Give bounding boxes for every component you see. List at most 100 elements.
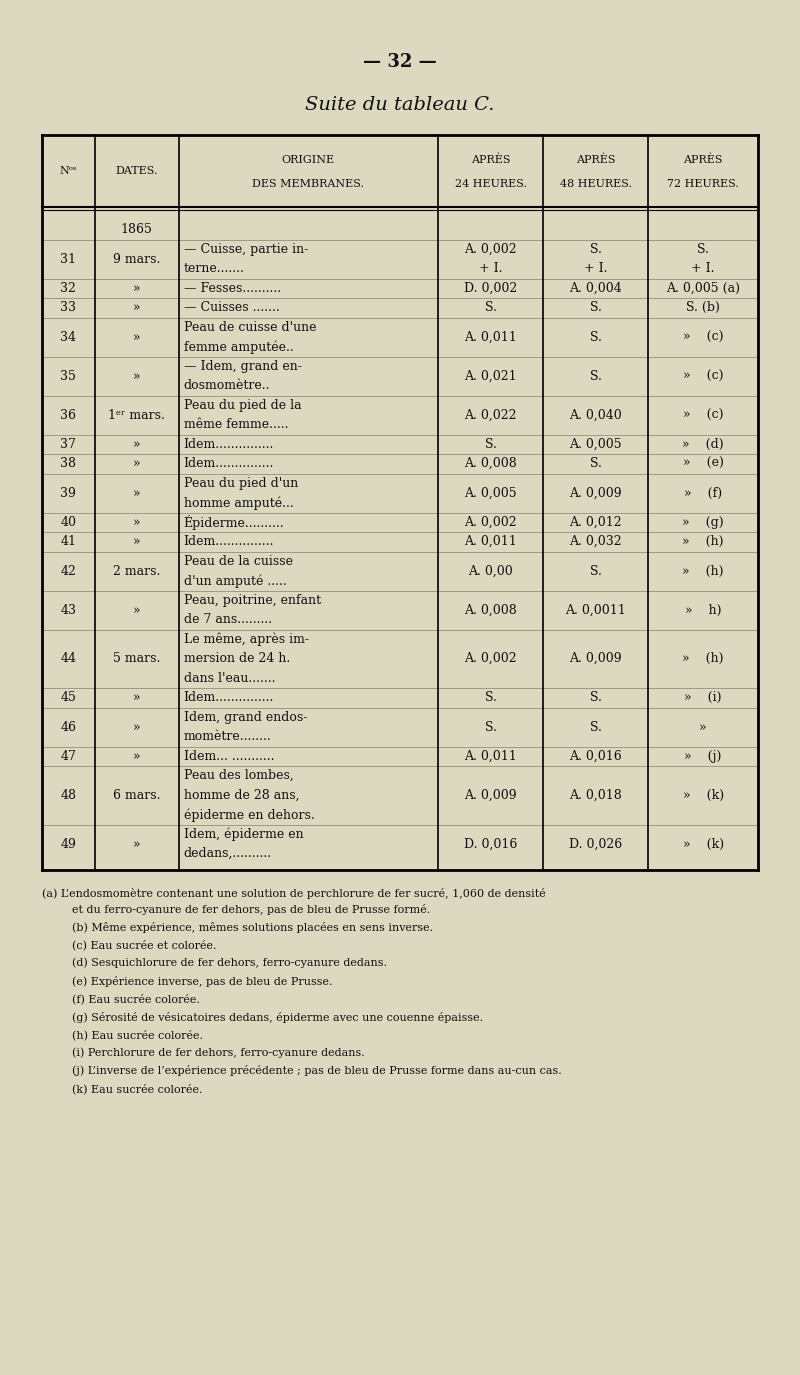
Text: S.: S.	[590, 565, 602, 578]
Text: »: »	[133, 437, 140, 451]
Text: »: »	[133, 837, 140, 851]
Text: »    (k): » (k)	[682, 837, 724, 851]
Text: A. 0,008: A. 0,008	[464, 604, 517, 616]
Text: 39: 39	[60, 487, 76, 499]
Text: homme de 28 ans,: homme de 28 ans,	[183, 789, 299, 802]
Text: A. 0,022: A. 0,022	[465, 408, 517, 422]
Text: 46: 46	[60, 720, 76, 733]
Text: (d) Sesquichlorure de fer dehors, ferro-cyanure dedans.: (d) Sesquichlorure de fer dehors, ferro-…	[72, 957, 387, 968]
Text: D. 0,002: D. 0,002	[464, 282, 518, 294]
Text: A. 0,0011: A. 0,0011	[566, 604, 626, 616]
Text: 32: 32	[60, 282, 76, 294]
Text: Peau de la cuisse: Peau de la cuisse	[183, 554, 293, 568]
Text: »: »	[133, 749, 140, 763]
Text: (e) Expérience inverse, pas de bleu de Prusse.: (e) Expérience inverse, pas de bleu de P…	[72, 975, 333, 986]
Text: + I.: + I.	[479, 263, 502, 275]
Text: d'un amputé .....: d'un amputé .....	[183, 573, 286, 587]
Text: A. 0,011: A. 0,011	[464, 749, 517, 763]
Text: S.: S.	[590, 458, 602, 470]
Text: (j) L’inverse de l’expérience précédente ; pas de bleu de Prusse forme dans au-c: (j) L’inverse de l’expérience précédente…	[72, 1066, 562, 1077]
Text: 1865: 1865	[121, 223, 153, 236]
Text: »: »	[133, 301, 140, 315]
Text: momètre........: momètre........	[183, 730, 271, 744]
Text: Nᵒˢ: Nᵒˢ	[59, 166, 77, 176]
Text: Peau des lombes,: Peau des lombes,	[183, 769, 294, 782]
Text: Peau du pied de la: Peau du pied de la	[183, 399, 301, 411]
Text: (k) Eau sucrée colorée.: (k) Eau sucrée colorée.	[72, 1084, 202, 1094]
Text: 37: 37	[60, 437, 76, 451]
Text: Suite du tableau C.: Suite du tableau C.	[306, 96, 494, 114]
Text: Idem...............: Idem...............	[183, 535, 274, 549]
Text: Peau de cuisse d'une: Peau de cuisse d'une	[183, 320, 316, 334]
Text: S.: S.	[485, 437, 497, 451]
Text: APRÈS: APRÈS	[471, 155, 510, 165]
Text: + I.: + I.	[584, 263, 607, 275]
Text: S.: S.	[485, 301, 497, 315]
Text: homme amputé...: homme amputé...	[183, 496, 294, 510]
Text: 2 mars.: 2 mars.	[113, 565, 160, 578]
Text: »: »	[133, 487, 140, 499]
Text: »    (j): » (j)	[685, 749, 722, 763]
Text: A. 0,011: A. 0,011	[464, 330, 517, 344]
Text: 43: 43	[60, 604, 76, 616]
Text: (i) Perchlorure de fer dehors, ferro-cyanure dedans.: (i) Perchlorure de fer dehors, ferro-cya…	[72, 1048, 365, 1059]
Text: S.: S.	[590, 330, 602, 344]
Text: Peau du pied d'un: Peau du pied d'un	[183, 477, 298, 489]
Text: 9 mars.: 9 mars.	[113, 253, 160, 265]
Text: — Cuisses .......: — Cuisses .......	[183, 301, 279, 315]
Text: 47: 47	[60, 749, 76, 763]
Text: A. 0,040: A. 0,040	[570, 408, 622, 422]
Text: Idem, grand endos-: Idem, grand endos-	[183, 711, 307, 723]
Text: dans l'eau.......: dans l'eau.......	[183, 672, 275, 685]
Text: S.: S.	[485, 720, 497, 733]
Text: A. 0,009: A. 0,009	[464, 789, 517, 802]
Text: A. 0,004: A. 0,004	[570, 282, 622, 294]
Text: A. 0,012: A. 0,012	[570, 516, 622, 529]
Text: + I.: + I.	[691, 263, 715, 275]
Text: »    (h): » (h)	[682, 535, 724, 549]
Text: 36: 36	[60, 408, 76, 422]
Text: »: »	[133, 370, 140, 382]
Text: 72 HEURES.: 72 HEURES.	[667, 179, 739, 188]
Text: »    (g): » (g)	[682, 516, 724, 529]
Text: D. 0,026: D. 0,026	[569, 837, 622, 851]
Text: A. 0,009: A. 0,009	[570, 487, 622, 499]
Text: »: »	[133, 720, 140, 733]
Text: dosmomètre..: dosmomètre..	[183, 380, 270, 392]
Text: A. 0,002: A. 0,002	[464, 243, 517, 256]
Text: »    (f): » (f)	[684, 487, 722, 499]
Text: »    (i): » (i)	[684, 692, 722, 704]
Text: »: »	[133, 604, 140, 616]
Text: DES MEMBRANES.: DES MEMBRANES.	[252, 179, 364, 188]
Text: Idem, épiderme en: Idem, épiderme en	[183, 828, 303, 842]
Text: 33: 33	[60, 301, 76, 315]
Text: »: »	[133, 516, 140, 529]
Text: 35: 35	[60, 370, 76, 382]
Text: 5 mars.: 5 mars.	[113, 652, 160, 666]
Text: 24 HEURES.: 24 HEURES.	[454, 179, 526, 188]
Text: Épiderme..........: Épiderme..........	[183, 514, 284, 529]
Text: 6 mars.: 6 mars.	[113, 789, 160, 802]
Text: »: »	[133, 330, 140, 344]
Text: A. 0,008: A. 0,008	[464, 458, 517, 470]
Text: »    (c): » (c)	[683, 408, 723, 422]
Text: de 7 ans.........: de 7 ans.........	[183, 613, 272, 626]
Text: (g) Sérosité de vésicatoires dedans, épiderme avec une couenne épaisse.: (g) Sérosité de vésicatoires dedans, épi…	[72, 1012, 483, 1023]
Text: S.: S.	[590, 301, 602, 315]
Text: — Cuisse, partie in-: — Cuisse, partie in-	[183, 243, 308, 256]
Text: S.: S.	[485, 692, 497, 704]
Text: 1ᵉʳ mars.: 1ᵉʳ mars.	[108, 408, 165, 422]
Text: S.: S.	[590, 720, 602, 733]
Text: 40: 40	[60, 516, 76, 529]
Text: »: »	[699, 720, 707, 733]
Text: »    (h): » (h)	[682, 652, 724, 666]
Text: DATES.: DATES.	[115, 166, 158, 176]
Text: (f) Eau sucrée colorée.: (f) Eau sucrée colorée.	[72, 994, 200, 1004]
Text: dedans,..........: dedans,..........	[183, 847, 272, 861]
Text: APRÈS: APRÈS	[576, 155, 615, 165]
Text: femme amputée..: femme amputée..	[183, 340, 294, 353]
Text: S. (b): S. (b)	[686, 301, 720, 315]
Text: A. 0,005: A. 0,005	[570, 437, 622, 451]
Text: »    (k): » (k)	[682, 789, 724, 802]
Text: 48: 48	[60, 789, 76, 802]
